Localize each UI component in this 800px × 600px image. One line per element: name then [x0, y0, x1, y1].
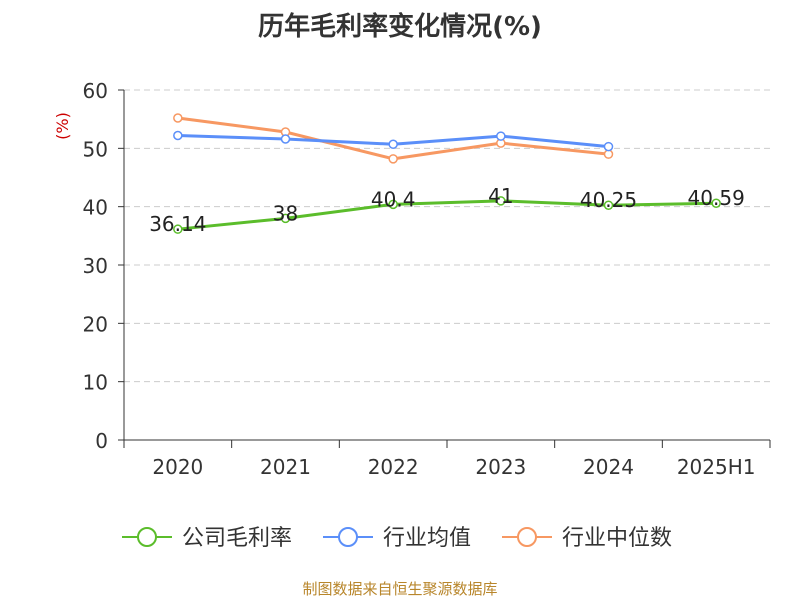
- data-label: 40.25: [580, 188, 637, 212]
- gridlines: [124, 89, 770, 383]
- data-point: [496, 131, 506, 141]
- y-tick-label: 0: [95, 429, 108, 453]
- y-tick-label: 30: [83, 254, 108, 278]
- data-point: [173, 113, 183, 123]
- chart-title: 历年毛利率变化情况(%): [258, 12, 542, 42]
- data-point: [173, 224, 183, 234]
- y-tick-label: 10: [83, 371, 108, 395]
- x-tick-label: 2021: [260, 455, 311, 479]
- legend-item: 公司毛利率: [122, 526, 292, 551]
- legend-marker: [137, 527, 157, 547]
- series-line: [177, 199, 717, 231]
- legend-label: 公司毛利率: [182, 526, 292, 551]
- data-point: [603, 149, 614, 159]
- data-label: 36.14: [149, 212, 206, 236]
- y-axis-label: (%): [53, 112, 72, 140]
- data-label: 38: [273, 201, 298, 225]
- data-point: [173, 130, 183, 141]
- legend-marker: [338, 527, 358, 547]
- data-point: [711, 198, 721, 208]
- series-layer: [173, 113, 721, 234]
- data-point: [388, 154, 398, 164]
- legend-item: 行业均值: [323, 526, 471, 551]
- legend-item: 行业中位数: [502, 526, 672, 551]
- x-tick-label: 2024: [583, 455, 634, 479]
- legend: 公司毛利率 行业均值 行业中位数: [122, 526, 672, 551]
- legend-label: 行业中位数: [562, 526, 672, 551]
- x-tick-label: 2020: [152, 455, 203, 479]
- data-point: [388, 139, 398, 149]
- y-tick-label: 60: [83, 79, 108, 103]
- data-point: [603, 200, 614, 210]
- x-tick-label: 2025H1: [677, 455, 756, 479]
- data-label: 41: [488, 184, 513, 208]
- data-point: [280, 134, 291, 144]
- data-point: [603, 141, 614, 152]
- y-tick-label: 40: [83, 196, 108, 220]
- data-label: 40.4: [371, 187, 416, 211]
- data-label: 40.59: [688, 186, 745, 210]
- source-note: 制图数据来自恒生聚源数据库: [302, 580, 498, 598]
- legend-marker: [517, 527, 537, 547]
- data-point: [388, 199, 398, 210]
- data-point: [496, 196, 506, 206]
- y-tick-label: 50: [83, 137, 108, 161]
- y-tick-label: 20: [83, 312, 108, 336]
- x-tick-label: 2022: [368, 455, 419, 479]
- legend-label: 行业均值: [383, 526, 471, 551]
- data-point: [280, 213, 291, 224]
- axes: 0 10 20 30 40 50 60 2020 2021 2022 2023 2024 2025H1 (…: [53, 79, 771, 479]
- data-labels: 36.14 38 40.4 41 40.25 40.59: [149, 184, 745, 236]
- x-tick-label: 2023: [475, 455, 526, 479]
